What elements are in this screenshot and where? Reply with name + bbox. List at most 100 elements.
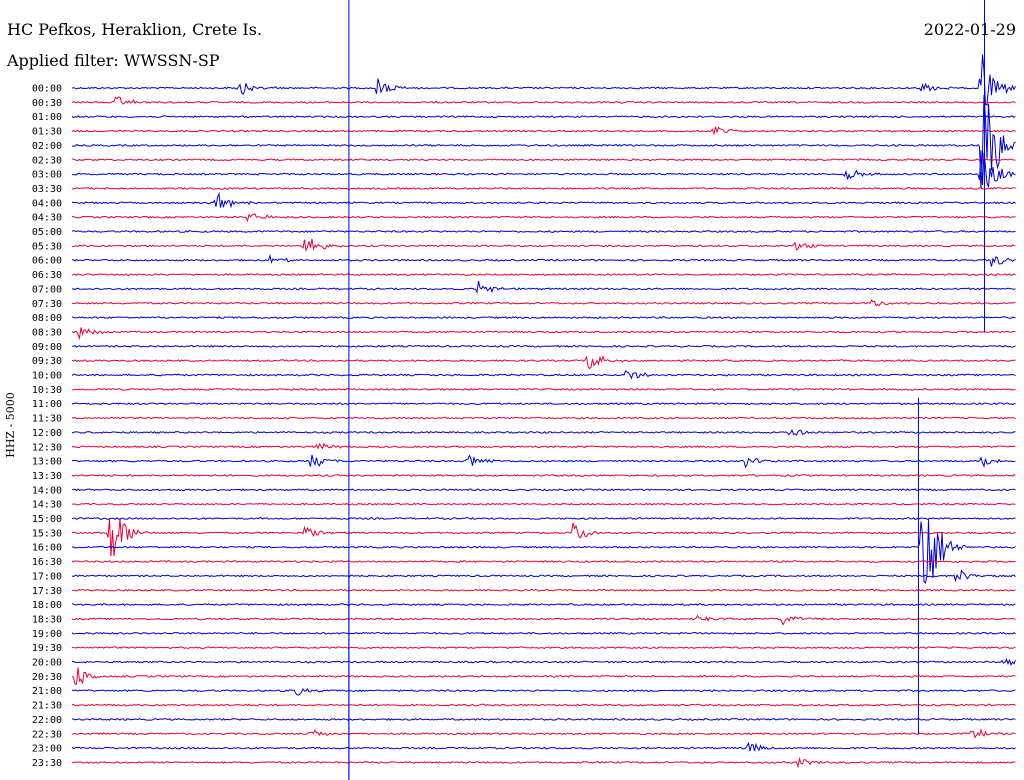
trace-row <box>71 667 1016 685</box>
trace-row <box>71 387 1016 391</box>
row-time-label: 13:30 <box>32 471 62 482</box>
row-time-label: 06:00 <box>32 256 62 267</box>
row-time-label: 08:00 <box>32 313 62 324</box>
trace-row <box>71 516 1016 520</box>
trace-row <box>71 355 1016 370</box>
row-time-label: 05:30 <box>32 241 62 252</box>
trace-row <box>71 646 1016 650</box>
trace-row <box>71 560 1016 563</box>
row-time-label: 08:30 <box>32 327 62 338</box>
row-time-label: 10:00 <box>32 371 62 382</box>
station-title: HC Pefkos, Heraklion, Crete Is. <box>7 20 263 39</box>
date-label: 2022-01-29 <box>923 20 1016 39</box>
trace-row <box>71 158 1016 162</box>
row-time-label: 04:30 <box>32 213 62 224</box>
row-time-label: 09:00 <box>32 342 62 353</box>
row-time-label: 00:30 <box>32 98 62 109</box>
row-time-label: 12:00 <box>32 428 62 439</box>
row-time-label: 01:30 <box>32 127 62 138</box>
row-time-label: 03:00 <box>32 170 62 181</box>
trace-row <box>71 428 1016 436</box>
row-time-label: 17:30 <box>32 586 62 597</box>
trace-row <box>71 150 1016 188</box>
trace-row <box>71 703 1016 707</box>
row-time-label: 14:00 <box>32 485 62 496</box>
row-time-label: 02:00 <box>32 141 62 152</box>
trace-row <box>71 687 1016 696</box>
row-time-label: 05:00 <box>32 227 62 238</box>
trace-row <box>71 344 1016 348</box>
row-time-label: 23:30 <box>32 758 62 769</box>
row-time-label: 10:30 <box>32 385 62 396</box>
row-time-label: 22:30 <box>32 729 62 740</box>
trace-row <box>71 402 1016 406</box>
trace-row <box>71 213 1016 223</box>
trace-row <box>71 115 1016 119</box>
row-time-label: 03:30 <box>32 184 62 195</box>
trace-row <box>71 187 1016 190</box>
trace-row <box>71 518 1016 557</box>
row-time-label: 00:00 <box>32 84 62 95</box>
trace-row <box>71 717 1016 721</box>
row-time-label: 13:00 <box>32 457 62 468</box>
trace-row <box>71 327 1016 341</box>
trace-row <box>71 229 1016 233</box>
trace-row <box>71 96 1016 105</box>
row-time-label: 06:30 <box>32 270 62 281</box>
row-time-label: 18:00 <box>32 600 62 611</box>
trace-row <box>71 299 1016 307</box>
row-time-label: 11:00 <box>32 399 62 410</box>
trace-row <box>71 728 1016 739</box>
row-time-label: 17:00 <box>32 571 62 582</box>
trace-row <box>71 191 1016 209</box>
trace-row <box>71 454 1016 469</box>
trace-row <box>71 519 1016 584</box>
row-time-label: 20:00 <box>32 658 62 669</box>
row-time-label: 21:00 <box>32 686 62 697</box>
trace-row <box>71 126 1016 136</box>
filter-label: Applied filter: WWSSN-SP <box>7 51 220 70</box>
row-time-label: 15:00 <box>32 514 62 525</box>
row-time-label: 09:30 <box>32 356 62 367</box>
row-time-label: 20:30 <box>32 672 62 683</box>
trace-row <box>71 631 1016 635</box>
row-time-label: 23:00 <box>32 744 62 755</box>
row-time-label: 12:30 <box>32 442 62 453</box>
trace-row <box>71 442 1016 450</box>
trace-row <box>71 370 1016 380</box>
trace-row <box>71 316 1016 320</box>
trace-row <box>71 238 1016 253</box>
trace-row <box>72 658 1016 667</box>
trace-row <box>71 741 1016 752</box>
row-time-label: 07:30 <box>32 299 62 310</box>
row-time-label: 04:00 <box>32 198 62 209</box>
trace-row <box>71 474 1016 477</box>
trace-row <box>71 756 1016 769</box>
row-time-label: 01:00 <box>32 112 62 123</box>
trace-row <box>71 280 1016 294</box>
trace-row <box>72 253 1016 267</box>
row-time-label: 15:30 <box>32 528 62 539</box>
row-time-label: 07:00 <box>32 284 62 295</box>
trace-row <box>71 273 1016 276</box>
row-time-label: 19:00 <box>32 629 62 640</box>
trace-row <box>71 502 1016 506</box>
trace-row <box>71 94 1016 189</box>
trace-row <box>71 54 1016 106</box>
row-time-label: 16:00 <box>32 543 62 554</box>
row-time-label: 19:30 <box>32 643 62 654</box>
row-time-label: 16:30 <box>32 557 62 568</box>
row-time-label: 11:30 <box>32 414 62 425</box>
row-time-label: 14:30 <box>32 500 62 511</box>
trace-row <box>71 614 1016 626</box>
row-time-label: 22:00 <box>32 715 62 726</box>
row-time-label: 18:30 <box>32 614 62 625</box>
trace-row <box>71 569 1016 583</box>
row-time-label: 02:30 <box>32 155 62 166</box>
row-time-label: 21:30 <box>32 701 62 712</box>
trace-row <box>71 603 1016 607</box>
trace-row <box>71 488 1016 492</box>
trace-row <box>71 416 1016 420</box>
trace-row <box>71 588 1016 592</box>
